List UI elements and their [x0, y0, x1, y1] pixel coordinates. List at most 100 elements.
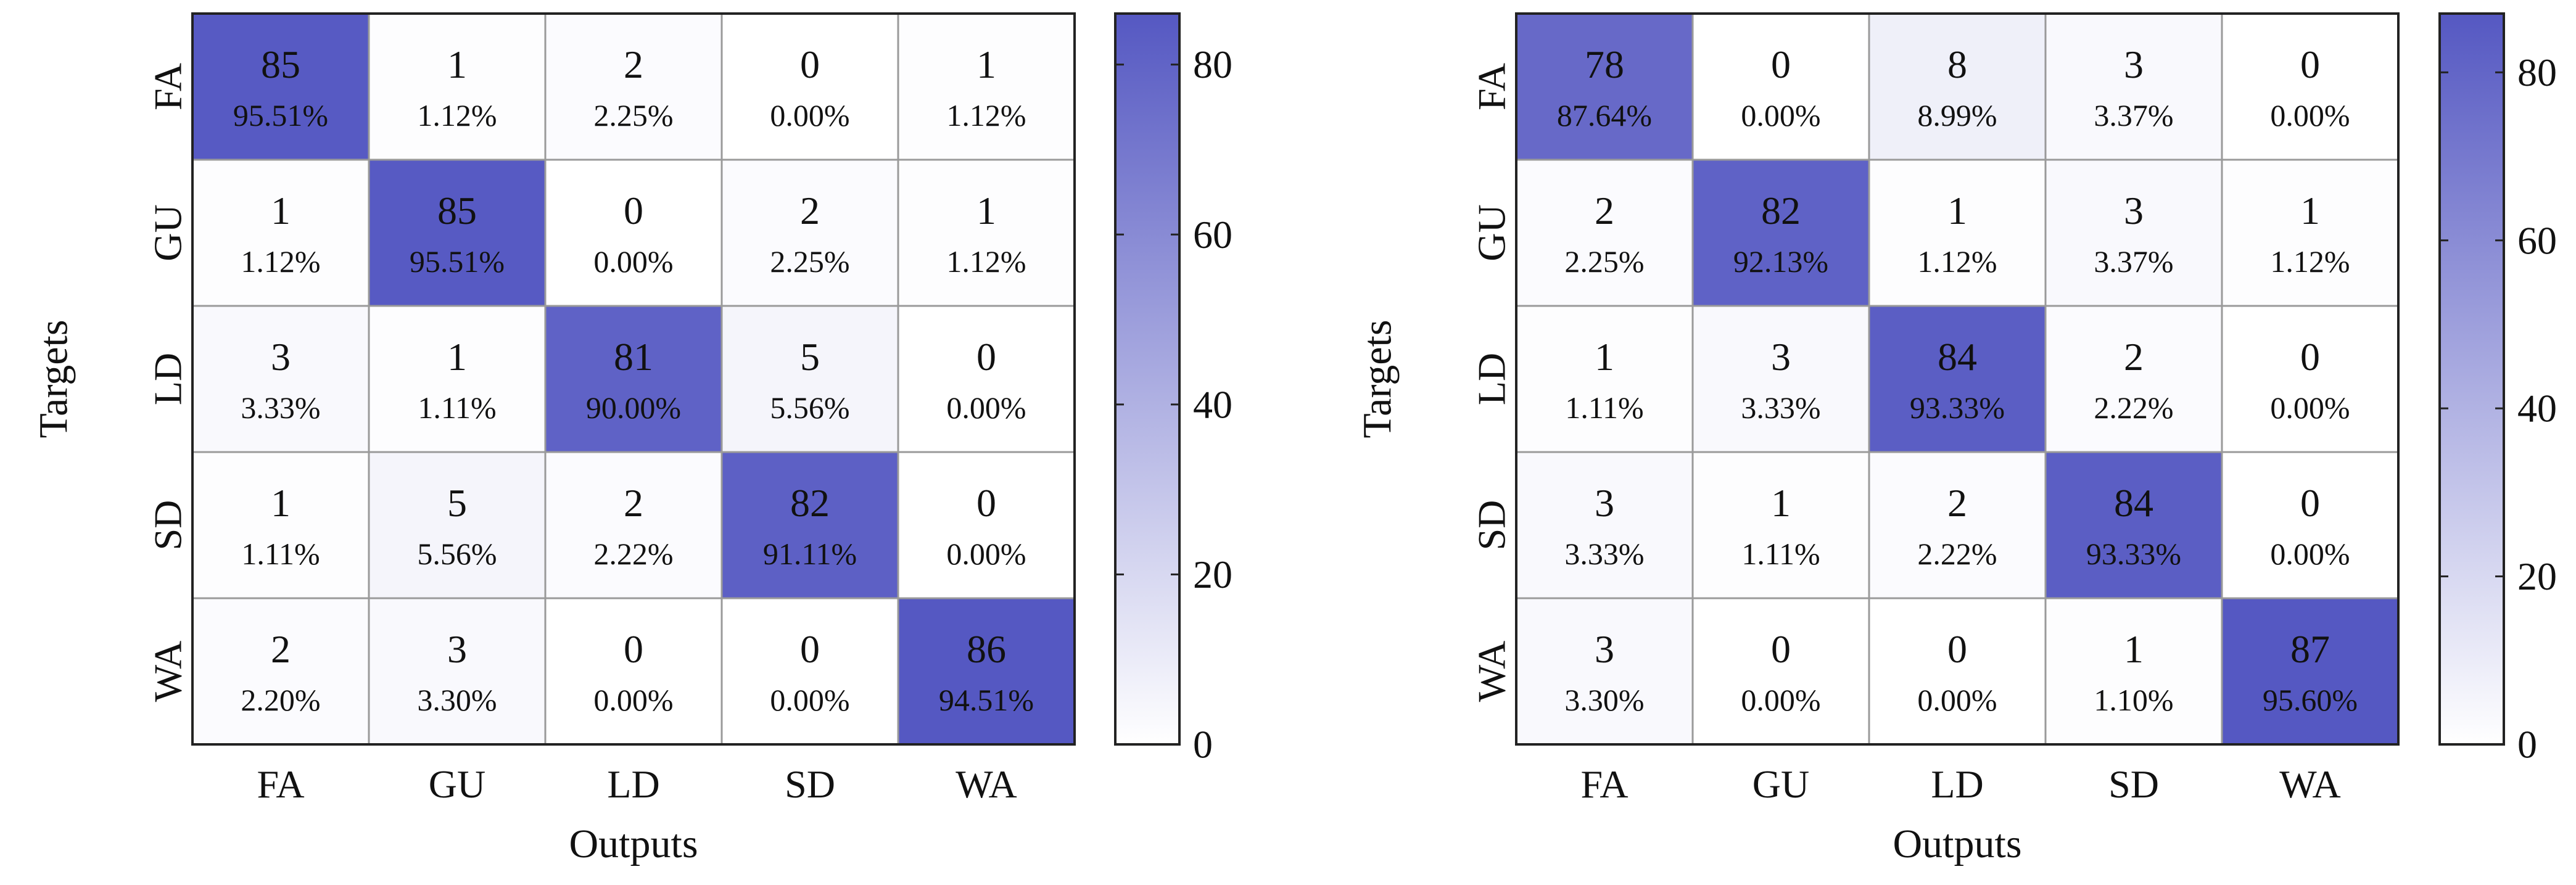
matrix-cell: [1691, 305, 1870, 453]
matrix-cell: [544, 12, 723, 161]
cell-percent-label: 3.37%: [2094, 244, 2173, 279]
matrix-cell: [2221, 305, 2400, 453]
cell-percent-label: 87.64%: [1557, 98, 1652, 133]
matrix-cell: [720, 12, 899, 161]
matrix-cell: [191, 597, 370, 746]
matrix-cell: [897, 451, 1076, 599]
colorbar-tick-label: 40: [1193, 382, 1232, 426]
cell-percent-label: 1.11%: [1565, 390, 1643, 425]
cell-percent-label: 91.11%: [763, 537, 857, 571]
matrix-cell: [191, 451, 370, 599]
confusion-matrix-2: 78 87.64% 0 0.00% 8 8.99% 3 3.37% 0 0.00% 2 2.25% 82…: [1355, 12, 2557, 866]
cell-count-label: 1: [976, 43, 996, 86]
cell-percent-label: 3.33%: [241, 390, 320, 425]
colorbar-tick-label: 0: [1193, 723, 1213, 767]
cell-count-label: 0: [2300, 335, 2320, 379]
cell-percent-label: 0.00%: [593, 683, 673, 717]
cell-count-label: 5: [800, 335, 820, 379]
cell-percent-label: 2.25%: [770, 244, 849, 279]
cell-count-label: 1: [1771, 481, 1791, 525]
cell-percent-label: 1.12%: [946, 98, 1026, 133]
x-tick-label: WA: [956, 762, 1017, 806]
cell-percent-label: 0.00%: [2270, 98, 2350, 133]
cell-percent-label: 3.33%: [1564, 537, 1644, 571]
cell-percent-label: 90.00%: [586, 390, 681, 425]
cell-percent-label: 93.33%: [1910, 390, 2005, 425]
cell-percent-label: 3.30%: [1564, 683, 1644, 717]
cell-count-label: 3: [271, 335, 291, 379]
cell-percent-label: 92.13%: [1733, 244, 1828, 279]
y-axis-label: Targets: [31, 319, 76, 438]
matrix-cell: [191, 305, 370, 453]
cell-percent-label: 0.00%: [593, 244, 673, 279]
cell-percent-label: 0.00%: [1917, 683, 1997, 717]
matrix-cell: [368, 597, 547, 746]
cell-count-label: 8: [1947, 43, 1967, 86]
cell-count-label: 87: [2290, 627, 2330, 671]
cell-count-label: 1: [447, 335, 467, 379]
matrix-cell: [544, 158, 723, 307]
x-tick-label: SD: [2108, 762, 2159, 806]
matrix-cell: [1515, 451, 1694, 599]
colorbar-tick-label: 80: [1193, 43, 1232, 86]
cell-percent-label: 1.11%: [1741, 537, 1820, 571]
cell-count-label: 0: [976, 481, 996, 525]
y-tick-label: GU: [146, 204, 190, 261]
matrix-cell: [897, 12, 1076, 161]
cell-count-label: 2: [1595, 189, 1614, 233]
cell-percent-label: 0.00%: [946, 537, 1026, 571]
colorbar-tick-label: 20: [1193, 553, 1232, 596]
y-tick-label: GU: [1470, 204, 1514, 261]
cell-count-label: 1: [1947, 189, 1967, 233]
matrix-cell: [1515, 158, 1694, 307]
cell-percent-label: 95.51%: [410, 244, 505, 279]
cell-count-label: 0: [624, 627, 643, 671]
cell-percent-label: 93.33%: [2086, 537, 2181, 571]
y-tick-label: SD: [1470, 500, 1514, 551]
cell-percent-label: 1.12%: [946, 244, 1026, 279]
cell-percent-label: 5.56%: [417, 537, 497, 571]
matrix-cell: [1868, 597, 2047, 746]
cell-percent-label: 2.25%: [1564, 244, 1644, 279]
cell-count-label: 1: [447, 43, 467, 86]
matrix-panels: 8595.51%11.12%22.25%00.00%11.12%11.12%85…: [31, 12, 2557, 866]
x-tick-label: FA: [257, 762, 304, 806]
cell-count-label: 84: [2114, 481, 2153, 525]
x-tick-label: LD: [1931, 762, 1983, 806]
cell-count-label: 2: [271, 627, 291, 671]
matrix-cell: [544, 451, 723, 599]
matrix-cell: [368, 158, 547, 307]
cell-percent-label: 0.00%: [946, 390, 1026, 425]
colorbar-tick-label: 60: [2517, 218, 2557, 262]
cell-count-label: 0: [624, 189, 643, 233]
colorbar-tick-label: 20: [2517, 554, 2557, 598]
y-tick-label: WA: [1470, 641, 1514, 702]
colorbar-tick-label: 0: [2517, 723, 2537, 767]
cell-percent-label: 3.37%: [2094, 98, 2173, 133]
matrix-cell: [1868, 12, 2047, 161]
matrix-cell: [897, 158, 1076, 307]
matrix-cell: [897, 597, 1076, 746]
matrix-frame: [191, 12, 1076, 746]
matrix-cell: [1515, 305, 1694, 453]
cell-percent-label: 1.11%: [418, 390, 496, 425]
matrix-cell: [2044, 451, 2223, 599]
cell-count-label: 82: [1761, 189, 1801, 233]
matrix-cell: [2221, 12, 2400, 161]
cell-count-label: 0: [1771, 627, 1791, 671]
cell-percent-label: 2.22%: [2094, 390, 2173, 425]
cell-percent-label: 2.25%: [593, 98, 673, 133]
x-tick-label: FA: [1580, 762, 1628, 806]
x-axis-label: Outputs: [1893, 821, 2021, 866]
cell-percent-label: 2.22%: [1917, 537, 1997, 571]
matrix-cell: [897, 305, 1076, 453]
matrix-cell: [1868, 305, 2047, 453]
cell-count-label: 1: [976, 189, 996, 233]
matrix-cell: [191, 12, 370, 161]
cell-count-label: 0: [2300, 481, 2320, 525]
matrix-cell: [2044, 305, 2223, 453]
cell-count-label: 2: [624, 43, 643, 86]
cell-count-label: 3: [1771, 335, 1791, 379]
matrix-frame: [1515, 12, 2400, 746]
cell-count-label: 0: [1947, 627, 1967, 671]
